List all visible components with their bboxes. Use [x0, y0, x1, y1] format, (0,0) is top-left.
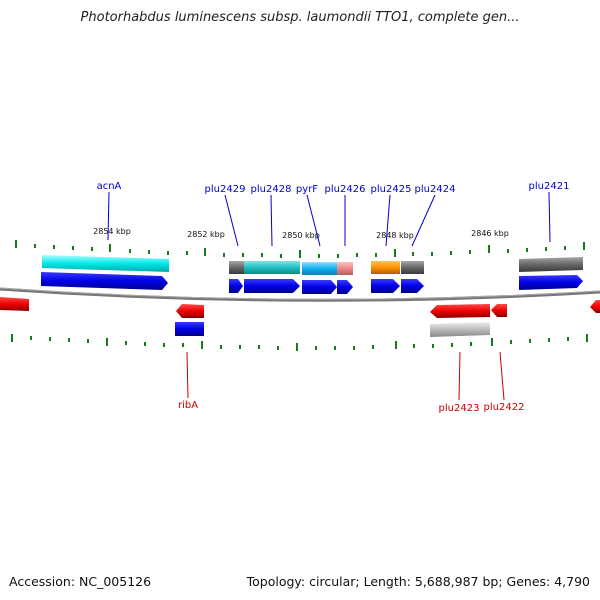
gene-label-plu2424: plu2424 — [415, 184, 456, 195]
cds-arrow-ribA — [176, 304, 204, 318]
gene-block-plu2426 — [337, 262, 353, 275]
cds-arrow-plu2423 — [430, 304, 490, 318]
gene-label-plu2422: plu2422 — [484, 402, 525, 413]
gene-block-plu2429 — [229, 261, 244, 274]
upper-ticks — [15, 240, 585, 258]
gene-block-acnA — [42, 255, 169, 272]
gene-block-plu2421 — [519, 257, 583, 272]
scale-labels: 2854 kbp 2852 kbp 2850 kbp 2848 kbp 2846… — [93, 227, 509, 240]
gene-block-plu2428 — [244, 261, 300, 274]
accession-text: Accession: NC_005126 — [9, 574, 152, 589]
cds-arrow-plu2428 — [244, 279, 300, 293]
gene-label-plu2425: plu2425 — [371, 184, 412, 195]
gene-label-plu2429: plu2429 — [205, 184, 246, 195]
cds-arrow-plu2421 — [519, 275, 583, 290]
cds-arrow-right-edge — [590, 300, 600, 313]
scale-label: 2854 kbp — [93, 227, 131, 236]
gene-label-plu2423: plu2423 — [439, 403, 480, 414]
gene-label-plu2421: plu2421 — [529, 181, 570, 192]
gene-label-plu2428: plu2428 — [251, 184, 292, 195]
page-title: Photorhabdus luminescens subsp. laumondi… — [80, 10, 520, 25]
cds-arrow-pyrF — [302, 280, 337, 294]
gene-block-plu2424 — [401, 261, 424, 274]
gene-labels-upper: acnA plu2429 plu2428 pyrF plu2426 plu242… — [97, 181, 570, 247]
gene-label-acnA: acnA — [97, 181, 122, 192]
cds-arrow-plu2425 — [371, 279, 400, 293]
lower-ticks — [11, 334, 588, 351]
gene-block-pyrF — [302, 262, 337, 275]
gene-label-plu2426: plu2426 — [325, 184, 366, 195]
scale-label: 2852 kbp — [187, 230, 225, 239]
cds-arrow-acnA — [41, 272, 168, 290]
scale-label: 2848 kbp — [376, 231, 414, 240]
genome-backbone — [0, 287, 600, 302]
cds-arrow-plu2426 — [337, 280, 353, 294]
genome-stats-text: Topology: circular; Length: 5,688,987 bp… — [246, 574, 590, 589]
cds-arrow-plu2424 — [401, 279, 424, 293]
gene-labels-lower: ribA plu2423 plu2422 — [178, 351, 525, 414]
scale-label: 2850 kbp — [282, 231, 320, 240]
gene-block-plu2425 — [371, 261, 400, 274]
scale-label: 2846 kbp — [471, 229, 509, 238]
cds-arrow-ribA-forward — [175, 322, 204, 336]
gene-label-pyrF: pyrF — [296, 184, 318, 195]
cds-arrow-plu2429 — [229, 279, 243, 293]
forward-cds-arrows — [41, 272, 583, 336]
cds-arrow-left-edge — [0, 297, 29, 311]
gene-block-plu2423-lower — [430, 322, 490, 337]
gene-blocks-upper — [42, 255, 583, 275]
gene-label-ribA: ribA — [178, 400, 198, 411]
reverse-cds-arrows — [0, 297, 600, 337]
cds-arrow-plu2422 — [491, 304, 507, 317]
